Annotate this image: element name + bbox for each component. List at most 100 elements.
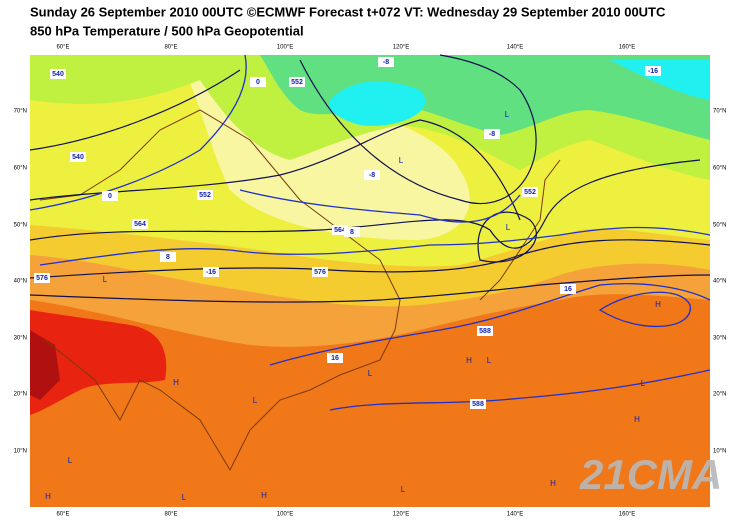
contour-label: -8	[383, 59, 389, 66]
isotherm	[329, 291, 711, 411]
lat-label: 60°N	[14, 166, 27, 172]
pressure-center: L	[253, 396, 258, 405]
contour-label: 16	[331, 355, 339, 362]
lon-label: 60°E	[56, 45, 69, 51]
lat-label: 70°N	[14, 109, 27, 115]
contour-label-bg	[344, 227, 360, 237]
lon-label: 80°E	[164, 45, 177, 51]
lat-label: 70°N	[713, 109, 726, 115]
contour-label: -8	[489, 131, 495, 138]
lon-label: 80°E	[164, 512, 177, 518]
pressure-center: H	[173, 378, 179, 387]
contour-label-bg	[470, 399, 486, 409]
coastline	[39, 109, 401, 472]
contour-label-bg	[378, 57, 394, 67]
contour-label: -16	[206, 269, 216, 276]
contour-label-bg	[522, 187, 538, 197]
pressure-center: L	[641, 379, 646, 388]
lon-label: 140°E	[507, 45, 523, 51]
map	[29, 54, 711, 507]
contour-label-bg	[312, 267, 328, 277]
dark-red-field	[30, 330, 60, 400]
contour-label-bg	[203, 267, 219, 277]
pressure-center: H	[655, 300, 661, 309]
contour-label-bg	[364, 170, 380, 180]
contour-line	[29, 274, 711, 303]
contour-label-bg	[477, 326, 493, 336]
pressure-center: L	[401, 485, 406, 494]
pressure-center: H	[45, 492, 51, 501]
lat-label: 30°N	[14, 336, 27, 342]
contour-line	[29, 69, 521, 221]
pressure-center: H	[634, 415, 640, 424]
cyan-field	[329, 60, 710, 126]
contour-label: 8	[350, 229, 354, 236]
contour-label-bg	[132, 219, 148, 229]
pressure-center: H	[550, 479, 556, 488]
lat-label: 30°N	[713, 336, 726, 342]
subtitle: 850 hPa Temperature / 500 hPa Geopotenti…	[30, 23, 304, 38]
lat-label: 20°N	[713, 392, 726, 398]
contour-label: 588	[479, 328, 491, 335]
lon-label: 140°E	[507, 512, 523, 518]
contour-label: 552	[291, 79, 303, 86]
contour-label-bg	[484, 129, 500, 139]
contour-label: -8	[369, 172, 375, 179]
pressure-center: L	[182, 493, 187, 502]
contour-label: 588	[472, 401, 484, 408]
pressure-center: L	[103, 275, 108, 284]
lat-label: 50°N	[14, 223, 27, 229]
contour-label-bg	[560, 284, 576, 294]
isotherm	[269, 283, 711, 366]
contour-label: 564	[334, 227, 346, 234]
contour-label: 0	[108, 193, 112, 200]
contour-label: 564	[134, 221, 146, 228]
contour-label: 552	[524, 189, 536, 196]
lon-label: 120°E	[393, 512, 409, 518]
contour-label: 8	[166, 254, 170, 261]
pressure-center: L	[68, 456, 73, 465]
contour-label: 552	[199, 192, 211, 199]
lat-label: 10°N	[14, 449, 27, 455]
contour-label-bg	[645, 66, 661, 76]
lat-label: 40°N	[713, 279, 726, 285]
lat-label: 60°N	[713, 166, 726, 172]
labels: 60°E 60°E 80°E 80°E 100°E 100°E 120°E 120°E 140°…	[14, 45, 727, 518]
contour-label-bg	[34, 273, 50, 283]
green-field	[260, 55, 710, 140]
isotherm	[39, 226, 711, 266]
contour-label: 540	[72, 154, 84, 161]
pressure-center: L	[505, 110, 510, 119]
pressure-center: L	[506, 223, 511, 232]
watermark: 21CMA	[579, 451, 722, 498]
contour-label-bg	[160, 252, 176, 262]
lat-label: 50°N	[713, 223, 726, 229]
lon-label: 100°E	[277, 45, 293, 51]
pressure-center: L	[487, 356, 492, 365]
pressure-center: H	[261, 491, 267, 500]
contour-label: -16	[648, 68, 658, 75]
pressure-center: L	[399, 156, 404, 165]
contour-label-bg	[327, 353, 343, 363]
contour-label-bg	[70, 152, 86, 162]
contour-label: 576	[36, 275, 48, 282]
title: Sunday 26 September 2010 00UTC ©ECMWF Fo…	[30, 4, 666, 19]
contour-label-bg	[250, 77, 266, 87]
lon-label: 120°E	[393, 45, 409, 51]
contour-label: 576	[314, 269, 326, 276]
contour-line	[29, 239, 711, 279]
lon-label: 100°E	[277, 512, 293, 518]
lat-label: 10°N	[713, 449, 726, 455]
lon-label: 60°E	[56, 512, 69, 518]
contour-label-bg	[102, 191, 118, 201]
lon-label: 160°E	[619, 45, 635, 51]
contour-line	[299, 54, 537, 263]
contour-label-bg	[332, 225, 348, 235]
contour-label-bg	[197, 190, 213, 200]
coastline	[479, 159, 561, 301]
contour-label-bg	[50, 69, 66, 79]
lat-label: 40°N	[14, 279, 27, 285]
contour-label: 540	[52, 71, 64, 78]
pressure-center: L	[368, 369, 373, 378]
